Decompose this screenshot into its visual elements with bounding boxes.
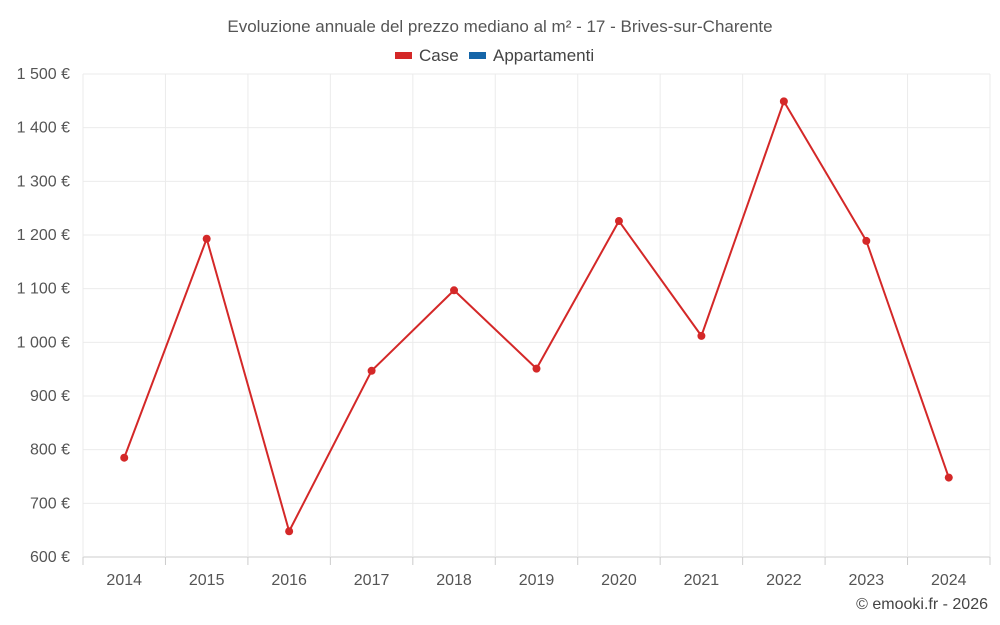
x-tick-label: 2018 [436,572,472,589]
data-point[interactable] [779,97,788,106]
legend: Case Appartamenti [395,46,594,65]
y-tick-label: 800 € [30,442,70,459]
data-point[interactable] [450,286,459,295]
y-axis: 600 € 700 € 800 € 900 € 1 000 € 1 100 € 1 200 … [17,66,70,566]
y-tick-label: 1 000 € [17,334,70,351]
credit-text: © emooki.fr - 2026 [856,596,988,613]
data-point[interactable] [532,364,541,373]
grid [82,73,991,558]
x-tick-label: 2020 [601,572,637,589]
series [120,97,953,536]
legend-item-appartamenti[interactable]: Appartamenti [469,46,594,65]
y-tick-label: 1 100 € [17,281,70,298]
legend-swatch-case [395,52,412,59]
x-tick-label: 2021 [684,572,720,589]
data-point[interactable] [697,331,706,340]
x-tick-label: 2016 [271,572,307,589]
x-tick-label: 2015 [189,572,225,589]
y-tick-label: 900 € [30,388,70,405]
legend-label-appartamenti: Appartamenti [493,46,594,65]
legend-item-case[interactable]: Case [395,46,459,65]
x-tick-label: 2019 [519,572,555,589]
legend-label-case: Case [419,46,459,65]
data-point[interactable] [862,236,871,245]
x-tick-label: 2014 [106,572,142,589]
x-tick-label: 2022 [766,572,802,589]
legend-swatch-appartamenti [469,52,486,59]
x-tick-label: 2024 [931,572,967,589]
data-point[interactable] [285,527,294,536]
y-tick-label: 600 € [30,549,70,566]
y-tick-label: 1 300 € [17,173,70,190]
y-tick-label: 1 400 € [17,120,70,137]
data-point[interactable] [120,453,129,462]
chart-title: Evoluzione annuale del prezzo mediano al… [227,17,772,36]
x-tick-label: 2023 [849,572,885,589]
x-axis: 2014 2015 2016 2017 2018 2019 2020 2021 2022 2023… [82,557,991,589]
data-point[interactable] [202,234,211,243]
data-point[interactable] [944,473,953,482]
data-point[interactable] [614,217,623,226]
y-tick-label: 1 200 € [17,227,70,244]
y-tick-label: 700 € [30,495,70,512]
x-tick-label: 2017 [354,572,390,589]
data-point[interactable] [367,366,376,375]
y-tick-label: 1 500 € [17,66,70,83]
